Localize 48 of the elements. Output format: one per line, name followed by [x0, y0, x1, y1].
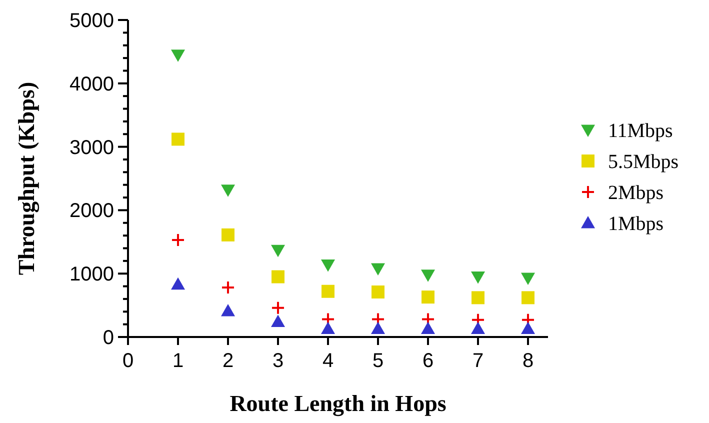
y-tick-label: 0: [102, 327, 114, 349]
x-tick-label: 4: [322, 350, 334, 372]
x-tick-label: 2: [222, 350, 234, 372]
point: [171, 233, 185, 247]
legend-label: 1Mbps: [608, 213, 664, 235]
point: [221, 184, 235, 197]
point: [271, 300, 285, 315]
point: [371, 263, 385, 276]
point: [221, 304, 235, 316]
point: [471, 322, 485, 334]
point: [471, 272, 485, 284]
point: [321, 259, 335, 272]
point: [521, 322, 535, 334]
legend-label: 2Mbps: [608, 182, 664, 204]
y-tick-label: 2000: [70, 200, 114, 222]
point: [422, 290, 434, 304]
point: [321, 322, 335, 334]
x-tick-label: 5: [372, 350, 384, 372]
x-axis-title: Route Length in Hops: [230, 391, 446, 417]
x-tick-label: 8: [522, 350, 534, 372]
point: [271, 244, 285, 258]
point: [271, 314, 285, 328]
point: [421, 322, 435, 334]
legend-label: 5.5Mbps: [608, 151, 679, 173]
point: [171, 50, 185, 62]
point: [521, 272, 535, 286]
x-tick-label: 6: [422, 350, 434, 372]
point: [522, 291, 534, 304]
point: [172, 132, 184, 146]
y-axis-title: Throughput (Kbps): [14, 82, 40, 276]
y-tick-label: 5000: [70, 10, 114, 32]
point: [272, 270, 284, 284]
x-tick-label: 3: [272, 350, 284, 372]
point: [171, 277, 185, 290]
y-tick-label: 4000: [70, 73, 114, 96]
point: [371, 322, 385, 334]
point: [372, 285, 384, 298]
x-tick-label: 7: [472, 350, 484, 372]
point: [221, 280, 235, 295]
y-tick-label: 1000: [70, 264, 114, 286]
point: [322, 284, 334, 298]
legend-label: 11Mbps: [608, 120, 674, 142]
point: [472, 291, 484, 304]
x-tick-label: 0: [122, 350, 134, 372]
point: [421, 270, 435, 282]
point: [222, 228, 234, 242]
y-tick-label: 3000: [70, 136, 114, 159]
x-tick-label: 1: [172, 350, 184, 372]
